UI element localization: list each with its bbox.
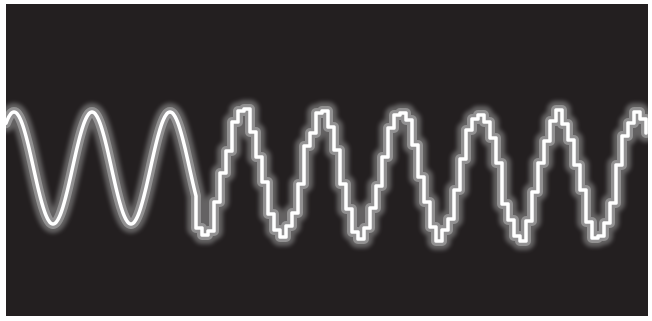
trace-core [6, 107, 648, 243]
waveform-canvas [6, 4, 648, 316]
oscilloscope-screen [6, 4, 648, 316]
waveform-trace [6, 100, 648, 250]
